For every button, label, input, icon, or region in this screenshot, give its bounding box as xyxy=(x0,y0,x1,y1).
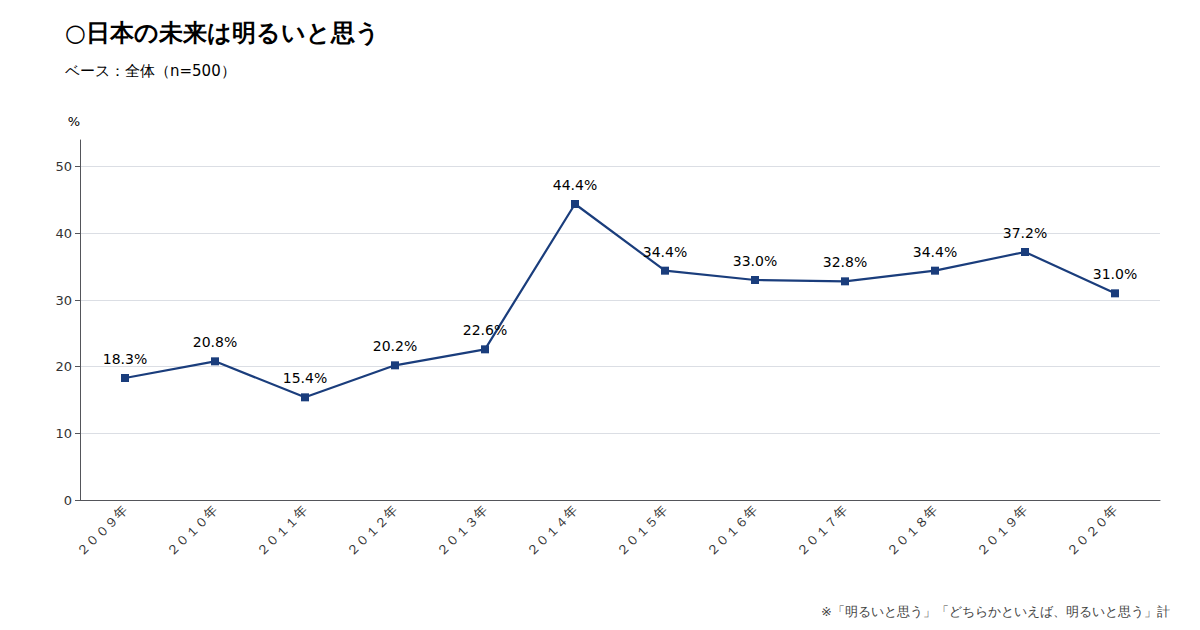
svg-text:50: 50 xyxy=(55,159,72,174)
svg-text:２００９年: ２００９年 xyxy=(74,503,131,560)
svg-text:0: 0 xyxy=(64,493,72,508)
svg-text:２０１２年: ２０１２年 xyxy=(344,503,401,560)
svg-text:37.2%: 37.2% xyxy=(1003,225,1047,241)
svg-text:２０１０年: ２０１０年 xyxy=(164,503,221,560)
svg-text:２０１５年: ２０１５年 xyxy=(614,503,671,560)
svg-text:20: 20 xyxy=(55,359,72,374)
svg-text:２０１６年: ２０１６年 xyxy=(704,503,761,560)
svg-text:２０１３年: ２０１３年 xyxy=(434,503,491,560)
svg-text:20.8%: 20.8% xyxy=(193,334,237,350)
svg-text:10: 10 xyxy=(55,426,72,441)
svg-text:２０１４年: ２０１４年 xyxy=(524,503,581,560)
svg-text:40: 40 xyxy=(55,226,72,241)
svg-text:※「明るいと思う」「どちらかといえば、明るいと思う」計: ※「明るいと思う」「どちらかといえば、明るいと思う」計 xyxy=(821,604,1170,619)
svg-text:30: 30 xyxy=(55,293,72,308)
svg-text:２０１８年: ２０１８年 xyxy=(884,503,941,560)
svg-text:44.4%: 44.4% xyxy=(553,177,597,193)
svg-text:34.4%: 34.4% xyxy=(913,244,957,260)
svg-text:○日本の未来は明るいと思う: ○日本の未来は明るいと思う xyxy=(65,19,380,47)
svg-text:18.3%: 18.3% xyxy=(103,351,147,367)
svg-text:20.2%: 20.2% xyxy=(373,338,417,354)
svg-text:32.8%: 32.8% xyxy=(823,254,867,270)
svg-text:22.6%: 22.6% xyxy=(463,322,507,338)
svg-text:15.4%: 15.4% xyxy=(283,370,327,386)
svg-text:34.4%: 34.4% xyxy=(643,244,687,260)
svg-text:ベース：全体（n=500）: ベース：全体（n=500） xyxy=(65,62,236,80)
svg-text:２０２０年: ２０２０年 xyxy=(1064,503,1121,560)
svg-text:%: % xyxy=(68,114,80,129)
svg-text:31.0%: 31.0% xyxy=(1093,266,1137,282)
svg-text:２０１９年: ２０１９年 xyxy=(974,503,1031,560)
svg-text:２０１１年: ２０１１年 xyxy=(254,503,311,560)
svg-text:２０１７年: ２０１７年 xyxy=(794,503,851,560)
svg-text:33.0%: 33.0% xyxy=(733,253,777,269)
